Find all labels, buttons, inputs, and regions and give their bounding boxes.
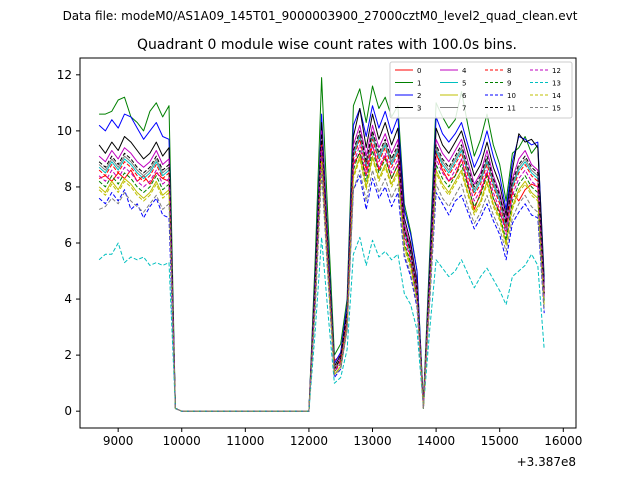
y-tick-label: 4	[64, 292, 72, 306]
chart-title: Quadrant 0 module wise count rates with …	[137, 37, 517, 53]
x-tick-label: 16000	[544, 434, 582, 448]
legend-label-1: 1	[417, 80, 421, 88]
x-tick-label: 15000	[481, 434, 519, 448]
series-line-12	[98, 144, 545, 412]
y-tick-label: 8	[64, 180, 72, 194]
legend-label-13: 13	[552, 80, 561, 88]
x-tick-label: 10000	[163, 434, 201, 448]
x-tick-label: 9000	[103, 434, 134, 448]
y-tick-label: 2	[64, 348, 72, 362]
series-line-13	[98, 236, 545, 412]
x-tick-label: 11000	[226, 434, 264, 448]
legend-label-12: 12	[552, 67, 561, 75]
legend-label-14: 14	[552, 92, 561, 100]
legend-label-5: 5	[462, 80, 466, 88]
x-tick-label: 14000	[417, 434, 455, 448]
y-tick-label: 12	[57, 68, 72, 82]
figure-suptitle: Data file: modeM0/AS1A09_145T01_90000039…	[63, 9, 578, 23]
series-line-6	[98, 155, 545, 412]
legend-label-7: 7	[462, 105, 466, 113]
legend-label-4: 4	[462, 67, 467, 75]
y-tick-label: 10	[57, 124, 72, 138]
x-tick-label: 13000	[353, 434, 391, 448]
legend-label-6: 6	[462, 92, 467, 100]
legend-label-15: 15	[552, 105, 561, 113]
legend-box	[389, 61, 573, 119]
legend-label-10: 10	[507, 92, 516, 100]
series-line-14	[98, 158, 545, 412]
x-offset-label: +3.387e8	[517, 455, 576, 469]
legend-label-0: 0	[417, 67, 421, 75]
legend-label-8: 8	[507, 67, 511, 75]
legend-label-9: 9	[507, 80, 511, 88]
series-line-11	[98, 130, 545, 412]
y-tick-label: 6	[64, 236, 72, 250]
legend-label-3: 3	[417, 105, 421, 113]
axis-layer: 9000 10000 11000 12000 13000 14000 15000 16000 0…	[57, 68, 583, 448]
series-layer	[98, 77, 545, 412]
series-line-15	[98, 169, 545, 412]
legend-label-11: 11	[507, 105, 516, 113]
x-tick-label: 12000	[290, 434, 328, 448]
y-tick-label: 0	[64, 404, 72, 418]
series-line-10	[98, 166, 545, 412]
legend-label-2: 2	[417, 92, 421, 100]
